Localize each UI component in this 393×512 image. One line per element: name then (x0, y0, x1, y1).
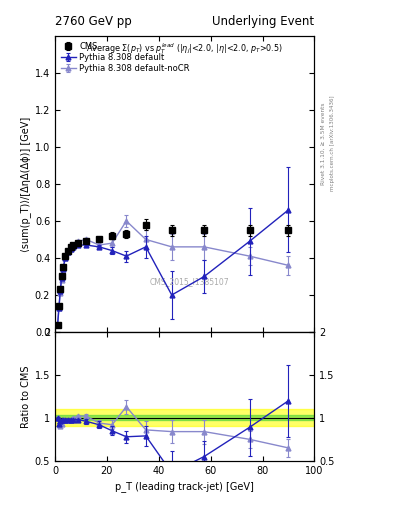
Text: CMS_2015_I1385107: CMS_2015_I1385107 (150, 277, 230, 286)
Bar (55, 415, 314, 420)
Legend: CMS, Pythia 8.308 default, Pythia 8.308 default-noCR: CMS, Pythia 8.308 default, Pythia 8.308 … (59, 40, 191, 75)
X-axis label: p_T (leading track-jet) [GeV]: p_T (leading track-jet) [GeV] (115, 481, 254, 492)
Text: Average $\Sigma(p_T)$ vs $p_T^{lead}$ ($|\eta_j|$<2.0, $|\eta|$<2.0, $p_T$>0.5): Average $\Sigma(p_T)$ vs $p_T^{lead}$ ($… (86, 42, 283, 56)
Y-axis label: ⟨sum(p_T)⟩/[ΔηΔ(Δϕ)] [GeV]: ⟨sum(p_T)⟩/[ΔηΔ(Δϕ)] [GeV] (20, 116, 31, 251)
Bar (55, 409, 314, 426)
Text: Rivet 3.1.10, ≥ 3.5M events: Rivet 3.1.10, ≥ 3.5M events (320, 102, 325, 185)
Y-axis label: Ratio to CMS: Ratio to CMS (20, 365, 31, 428)
Text: mcplots.cern.ch [arXiv:1306.3436]: mcplots.cern.ch [arXiv:1306.3436] (330, 96, 335, 191)
Text: 2760 GeV pp: 2760 GeV pp (55, 15, 132, 29)
Text: Underlying Event: Underlying Event (212, 15, 314, 29)
